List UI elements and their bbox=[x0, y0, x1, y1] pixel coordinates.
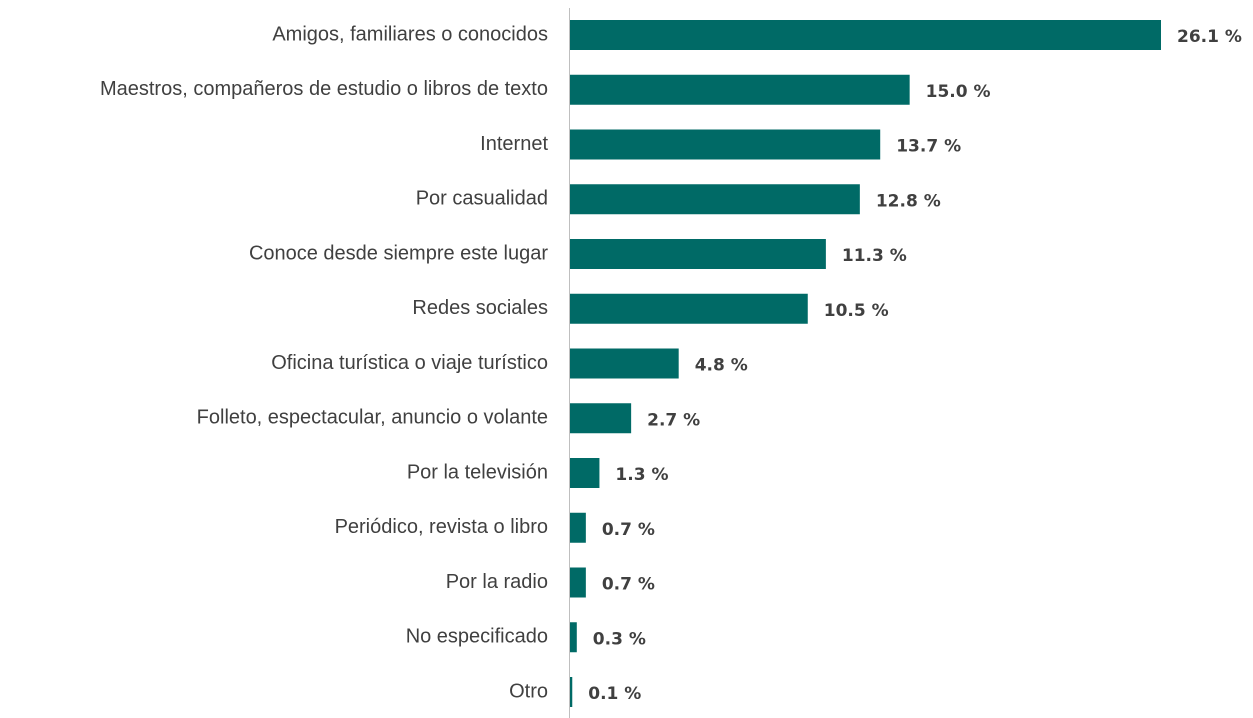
bar bbox=[570, 458, 600, 488]
value-label: 1.3 % bbox=[615, 465, 668, 485]
category-label: Por la radio bbox=[446, 571, 548, 593]
category-label: Maestros, compañeros de estudio o libros… bbox=[100, 78, 548, 100]
value-label: 0.7 % bbox=[602, 575, 655, 595]
value-label: 0.3 % bbox=[593, 629, 646, 649]
category-label: Folleto, espectacular, anuncio o volante bbox=[197, 407, 548, 429]
bar bbox=[570, 129, 881, 160]
category-label: Redes sociales bbox=[412, 297, 548, 319]
value-label: 0.1 % bbox=[588, 684, 641, 704]
value-label: 13.7 % bbox=[896, 137, 961, 157]
value-label: 10.5 % bbox=[824, 301, 889, 321]
category-label: Otro bbox=[509, 680, 548, 702]
value-label: 26.1 % bbox=[1177, 27, 1242, 47]
value-label: 15.0 % bbox=[926, 82, 991, 102]
bar bbox=[570, 403, 632, 434]
bar bbox=[570, 348, 679, 379]
bar bbox=[570, 622, 577, 653]
category-label: Por casualidad bbox=[416, 188, 548, 210]
value-label: 11.3 % bbox=[842, 246, 907, 266]
bar bbox=[570, 239, 826, 269]
category-label: Periódico, revista o libro bbox=[335, 516, 548, 538]
category-label: Internet bbox=[480, 133, 548, 155]
category-label: No especificado bbox=[406, 626, 548, 648]
bar bbox=[570, 293, 808, 324]
category-label: Oficina turística o viaje turístico bbox=[271, 352, 548, 374]
value-label: 4.8 % bbox=[695, 356, 748, 376]
bar bbox=[570, 512, 586, 543]
value-label: 12.8 % bbox=[876, 191, 941, 211]
bar bbox=[570, 74, 910, 105]
bar bbox=[570, 677, 573, 707]
category-label: Amigos, familiares o conocidos bbox=[272, 23, 548, 45]
bar bbox=[570, 20, 1161, 50]
bar bbox=[570, 567, 586, 598]
value-label: 0.7 % bbox=[602, 520, 655, 540]
bar bbox=[570, 184, 860, 215]
category-label: Por la televisión bbox=[407, 461, 548, 483]
category-label: Conoce desde siempre este lugar bbox=[249, 242, 548, 264]
value-label: 2.7 % bbox=[647, 410, 700, 430]
